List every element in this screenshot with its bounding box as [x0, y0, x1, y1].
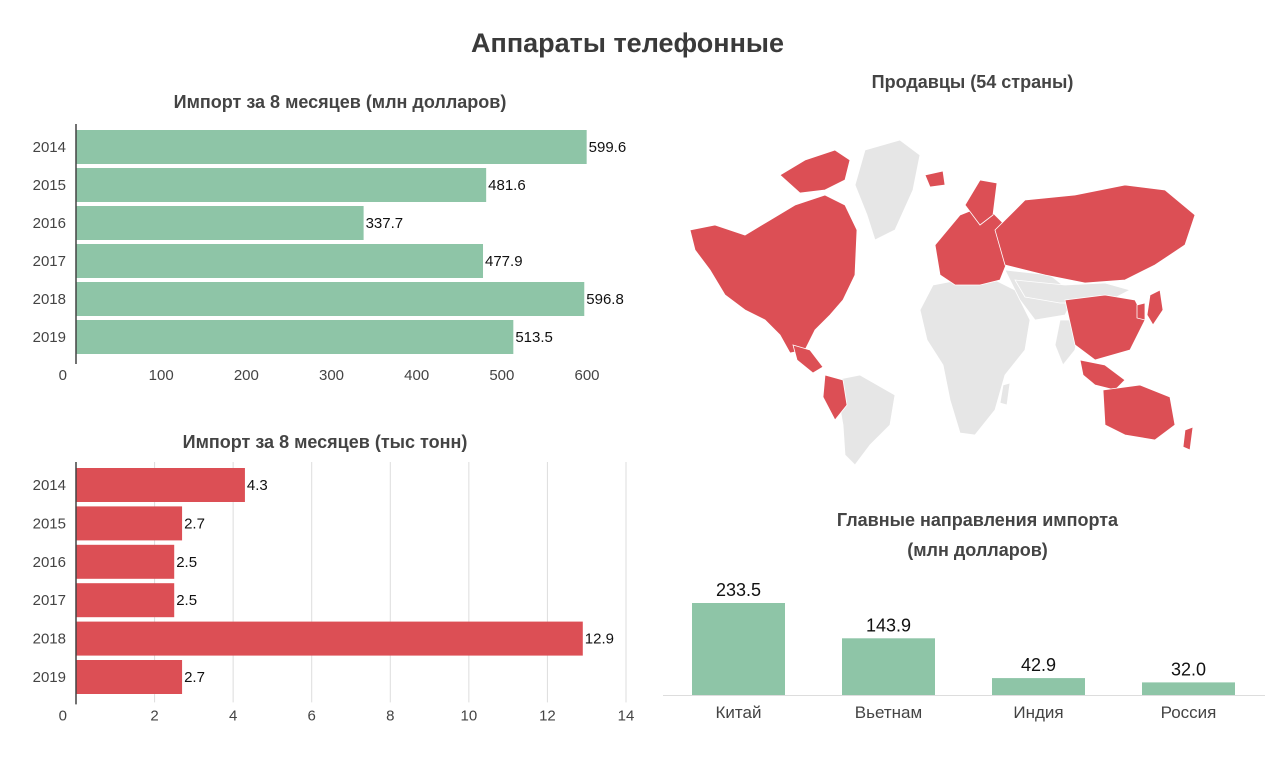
usd-x-tick: 100 — [149, 367, 174, 384]
destination-value-label: 143.9 — [866, 615, 911, 635]
tons-year-label: 2017 — [33, 592, 66, 609]
map-land-gray — [834, 139, 1132, 466]
tons-bar — [76, 506, 183, 541]
usd-value-label: 481.6 — [488, 177, 526, 194]
tons-year-label: 2018 — [33, 631, 66, 648]
destinations-chart-title: Главные направления импорта (млн долларо… — [760, 505, 1195, 565]
china — [1064, 294, 1146, 361]
usd-year-label: 2016 — [33, 215, 66, 232]
europe — [934, 204, 1011, 286]
tons-value-label: 2.5 — [176, 554, 197, 571]
tons-x-tick: 12 — [539, 707, 556, 724]
destination-bar — [992, 678, 1085, 695]
usd-value-label: 596.8 — [586, 291, 624, 308]
tons-year-label: 2015 — [33, 515, 66, 532]
destination-bar — [1142, 682, 1235, 695]
usd-year-label: 2014 — [33, 139, 66, 156]
korea — [1136, 302, 1146, 321]
africa-islands — [999, 382, 1011, 406]
usd-import-bar-chart: 2014 599.6 2015 481.6 2016 337.7 2017 477.9 2018… — [33, 124, 627, 384]
tons-x-tick: 4 — [229, 707, 237, 724]
destination-value-label: 233.5 — [716, 580, 761, 600]
destination-value-label: 42.9 — [1021, 655, 1056, 675]
usd-value-label: 599.6 — [589, 139, 627, 156]
canadian-arctic — [779, 149, 851, 194]
usd-bar — [76, 206, 364, 240]
central-america — [792, 344, 824, 374]
usd-value-label: 513.5 — [515, 329, 553, 346]
greenland — [854, 139, 921, 241]
tons-bar — [76, 621, 583, 656]
usd-bar — [76, 130, 587, 164]
tons-year-label: 2014 — [33, 477, 66, 494]
iceland — [924, 170, 946, 188]
tons-value-label: 12.9 — [585, 631, 614, 648]
destination-bar — [692, 603, 785, 695]
usd-bar — [76, 168, 487, 202]
destination-category-label: Россия — [1161, 703, 1217, 722]
destination-category-label: Индия — [1013, 703, 1063, 722]
new-zealand — [1182, 426, 1194, 451]
usd-year-label: 2015 — [33, 177, 66, 194]
map-land-red — [689, 149, 1196, 451]
usd-x-tick: 200 — [234, 367, 259, 384]
south-america-east — [834, 374, 896, 466]
tons-x-tick: 10 — [461, 707, 478, 724]
tons-value-label: 2.5 — [176, 592, 197, 609]
usd-x-tick: 600 — [574, 367, 599, 384]
map-title: Продавцы (54 страны) — [871, 72, 1074, 92]
usd-x-tick: 400 — [404, 367, 429, 384]
russia — [994, 184, 1196, 284]
usd-year-label: 2019 — [33, 329, 66, 346]
tons-value-label: 4.3 — [247, 477, 268, 494]
destination-category-label: Китай — [716, 703, 762, 722]
tons-year-label: 2016 — [33, 554, 66, 571]
tons-x-tick: 2 — [150, 707, 158, 724]
africa — [919, 274, 1031, 436]
usd-x-tick: 300 — [319, 367, 344, 384]
peru-south-america — [822, 374, 848, 421]
destinations-bar-chart: 233.5 Китай 143.9 Вьетнам 42.9 Индия 32.0 Росси… — [663, 580, 1265, 722]
tons-x-tick: 0 — [59, 707, 67, 724]
scandinavia — [964, 179, 998, 226]
destination-category-label: Вьетнам — [855, 703, 922, 722]
usd-bar — [76, 282, 585, 316]
tons-bar — [76, 583, 175, 618]
southeast-asia — [1079, 359, 1126, 391]
tons-x-tick: 8 — [386, 707, 394, 724]
destination-bar — [842, 638, 935, 695]
usd-chart-title: Импорт за 8 месяцев (млн долларов) — [173, 92, 507, 112]
usd-value-label: 337.7 — [366, 215, 404, 232]
north-america — [689, 194, 858, 354]
tons-bar — [76, 544, 175, 579]
usd-bar — [76, 320, 514, 354]
usd-bar — [76, 244, 484, 278]
page-title: Аппараты телефонные — [471, 28, 784, 58]
usd-x-tick: 0 — [59, 367, 67, 384]
destinations-title-line1: Главные направления импорта — [836, 510, 1119, 530]
sellers-world-map — [689, 139, 1196, 466]
tons-bar — [76, 468, 245, 502]
destinations-title-line2: (млн долларов) — [907, 540, 1048, 560]
tons-x-tick: 14 — [618, 707, 635, 724]
tons-value-label: 2.7 — [184, 669, 205, 686]
tons-chart-title: Импорт за 8 месяцев (тыс тонн) — [182, 432, 468, 452]
tons-value-label: 2.7 — [184, 515, 205, 532]
usd-x-tick: 500 — [489, 367, 514, 384]
usd-year-label: 2018 — [33, 291, 66, 308]
usd-year-label: 2017 — [33, 253, 66, 270]
japan — [1146, 289, 1164, 326]
tons-year-label: 2019 — [33, 669, 66, 686]
tons-bar — [76, 660, 183, 694]
usd-value-label: 477.9 — [485, 253, 523, 270]
tons-x-tick: 6 — [308, 707, 316, 724]
australia — [1102, 384, 1176, 441]
destination-value-label: 32.0 — [1171, 659, 1206, 679]
